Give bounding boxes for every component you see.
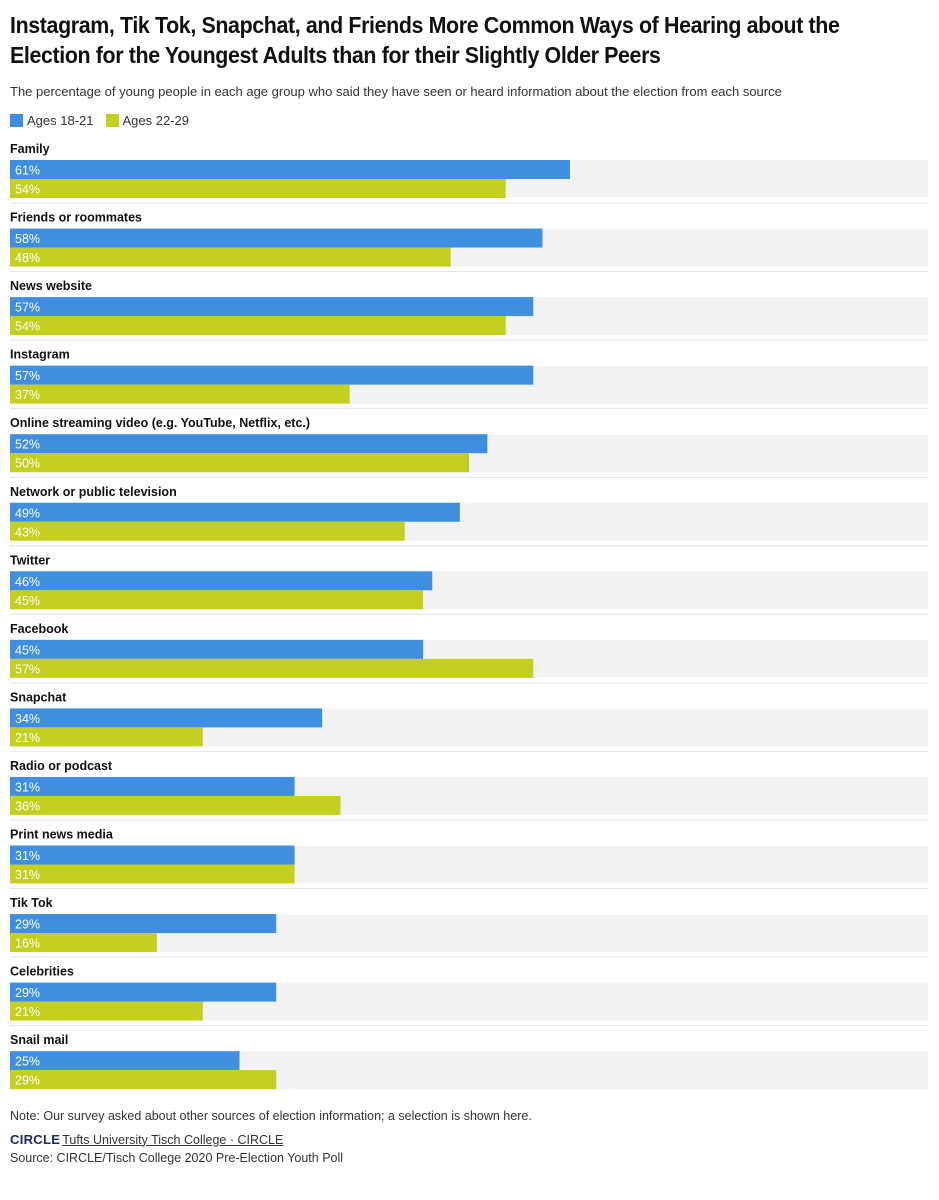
bar-family-ages-22-29 xyxy=(10,179,506,198)
category-label-twitter: Twitter xyxy=(10,553,50,567)
category-label-snail-mail: Snail mail xyxy=(10,1033,68,1047)
circle-logo: CIRCLE xyxy=(10,1132,61,1147)
value-label-print-news-media-ages-18-21: 31% xyxy=(15,849,40,863)
footer-link[interactable]: Tufts University Tisch College · CIRCLE xyxy=(62,1132,284,1147)
bar-celebrities-ages-18-21 xyxy=(10,982,277,1002)
value-label-radio-or-podcast-ages-22-29: 36% xyxy=(15,799,40,813)
legend-swatch-ages-22-29 xyxy=(105,114,119,127)
bar-facebook-ages-18-21 xyxy=(10,639,424,659)
bar-facebook-ages-22-29 xyxy=(10,658,534,678)
chart-source: Source: CIRCLE/Tisch College 2020 Pre-El… xyxy=(10,1151,344,1165)
bar-snail-mail-ages-18-21 xyxy=(10,1051,240,1071)
chart-subtitle: The percentage of young people in each a… xyxy=(10,84,782,99)
chart-note: Note: Our survey asked about other sourc… xyxy=(10,1109,532,1123)
legend-label-ages-18-21: Ages 18-21 xyxy=(27,113,94,128)
value-label-tik-tok-ages-18-21: 29% xyxy=(15,918,40,932)
value-label-snail-mail-ages-18-21: 25% xyxy=(15,1055,40,1069)
value-label-online-streaming-video-e-g-youtube-netflix-etc-ages-22-29: 50% xyxy=(15,457,40,471)
chart-title: Instagram, Tik Tok, Snapchat, and Friend… xyxy=(10,12,840,68)
value-label-snapchat-ages-22-29: 21% xyxy=(15,731,40,745)
value-label-network-or-public-television-ages-22-29: 43% xyxy=(15,525,40,539)
value-label-celebrities-ages-22-29: 21% xyxy=(15,1005,40,1019)
value-label-snail-mail-ages-22-29: 29% xyxy=(15,1074,40,1088)
bar-chart: Family 61% 54% Friends or roommates 58% 48% Ne… xyxy=(10,142,928,1090)
category-label-network-or-public-television: Network or public television xyxy=(10,485,177,499)
bar-snapchat-ages-22-29 xyxy=(10,727,203,747)
bar-snail-mail-ages-22-29 xyxy=(10,1070,277,1090)
bar-print-news-media-ages-22-29 xyxy=(10,864,295,884)
category-label-radio-or-podcast: Radio or podcast xyxy=(10,759,113,773)
bar-instagram-ages-18-21 xyxy=(10,365,534,385)
legend: Ages 18-21 Ages 22-29 xyxy=(10,113,189,128)
legend-item-ages-18-21: Ages 18-21 xyxy=(10,113,94,128)
bar-twitter-ages-22-29 xyxy=(10,590,424,610)
category-label-tik-tok: Tik Tok xyxy=(10,896,53,910)
value-label-radio-or-podcast-ages-18-21: 31% xyxy=(15,780,40,794)
value-label-news-website-ages-22-29: 54% xyxy=(15,320,40,334)
value-label-facebook-ages-18-21: 45% xyxy=(15,643,40,657)
legend-label-ages-22-29: Ages 22-29 xyxy=(122,113,190,128)
bar-snapchat-ages-18-21 xyxy=(10,708,323,728)
category-label-facebook: Facebook xyxy=(10,622,68,636)
bar-family-ages-18-21 xyxy=(10,160,570,179)
value-label-facebook-ages-22-29: 57% xyxy=(15,662,40,676)
value-label-snapchat-ages-18-21: 34% xyxy=(15,712,40,726)
bar-news-website-ages-18-21 xyxy=(10,297,534,317)
value-label-instagram-ages-18-21: 57% xyxy=(15,369,40,383)
bar-online-streaming-video-e-g-youtube-netflix-etc-ages-18-21 xyxy=(10,434,488,454)
category-label-friends-or-roommates: Friends or roommates xyxy=(10,211,142,225)
bar-network-or-public-television-ages-18-21 xyxy=(10,502,460,522)
bar-network-or-public-television-ages-22-29 xyxy=(10,521,405,541)
bar-friends-or-roommates-ages-22-29 xyxy=(10,247,451,267)
category-label-snapchat: Snapchat xyxy=(10,690,67,704)
bar-print-news-media-ages-18-21 xyxy=(10,845,295,865)
bar-news-website-ages-22-29 xyxy=(10,316,506,336)
bar-online-streaming-video-e-g-youtube-netflix-etc-ages-22-29 xyxy=(10,453,469,473)
bar-twitter-ages-18-21 xyxy=(10,571,433,591)
category-label-instagram: Instagram xyxy=(10,348,70,362)
value-label-celebrities-ages-18-21: 29% xyxy=(15,986,40,1000)
value-label-online-streaming-video-e-g-youtube-netflix-etc-ages-18-21: 52% xyxy=(15,438,40,452)
footer-brand: CIRCLE Tufts University Tisch College · … xyxy=(10,1132,283,1147)
value-label-twitter-ages-22-29: 45% xyxy=(15,594,40,608)
value-label-print-news-media-ages-22-29: 31% xyxy=(15,868,40,882)
bar-instagram-ages-22-29 xyxy=(10,384,350,404)
value-label-tik-tok-ages-22-29: 16% xyxy=(15,937,40,951)
category-label-news-website: News website xyxy=(10,279,92,293)
value-label-friends-or-roommates-ages-18-21: 58% xyxy=(15,232,40,246)
category-label-celebrities: Celebrities xyxy=(10,965,74,979)
bar-tik-tok-ages-18-21 xyxy=(10,914,277,934)
value-label-twitter-ages-18-21: 46% xyxy=(15,575,40,589)
value-label-family-ages-22-29: 54% xyxy=(15,183,40,197)
legend-swatch-ages-18-21 xyxy=(10,114,23,127)
value-label-family-ages-18-21: 61% xyxy=(15,164,40,178)
category-label-family: Family xyxy=(10,142,50,156)
category-label-print-news-media: Print news media xyxy=(10,828,114,842)
category-label-online-streaming-video-e-g-youtube-netflix-etc: Online streaming video (e.g. YouTube, Ne… xyxy=(10,416,310,430)
value-label-network-or-public-television-ages-18-21: 49% xyxy=(15,506,40,520)
value-label-friends-or-roommates-ages-22-29: 48% xyxy=(15,251,40,265)
bar-radio-or-podcast-ages-22-29 xyxy=(10,795,341,815)
bar-friends-or-roommates-ages-18-21 xyxy=(10,228,543,248)
bar-radio-or-podcast-ages-18-21 xyxy=(10,776,295,796)
value-label-instagram-ages-22-29: 37% xyxy=(15,388,40,402)
legend-item-ages-22-29: Ages 22-29 xyxy=(105,113,190,128)
bar-celebrities-ages-22-29 xyxy=(10,1001,203,1021)
value-label-news-website-ages-18-21: 57% xyxy=(15,301,40,315)
bar-tik-tok-ages-22-29 xyxy=(10,933,157,953)
